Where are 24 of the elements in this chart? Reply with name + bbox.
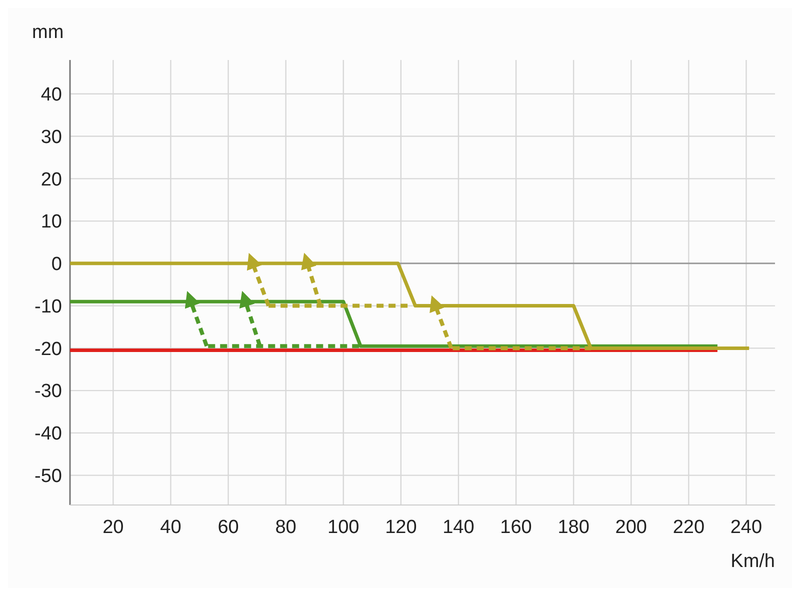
x-tick-label: 180 [558, 517, 590, 538]
y-tick-label: 20 [40, 169, 62, 190]
x-tick-label: 160 [500, 517, 532, 538]
x-axis-title: Km/h [730, 551, 775, 572]
y-tick-label: -40 [34, 424, 62, 445]
x-tick-label: 120 [385, 517, 417, 538]
x-tick-label: 80 [275, 517, 296, 538]
y-axis-title: mm [32, 22, 64, 43]
x-tick-label: 100 [328, 517, 360, 538]
y-tick-label: -50 [34, 466, 62, 487]
x-tick-label: 200 [615, 517, 647, 538]
x-tick-label: 20 [102, 517, 124, 538]
y-tick-label: -30 [34, 381, 62, 402]
y-tick-label: 30 [40, 126, 62, 148]
y-tick-label: 0 [51, 254, 62, 276]
x-tick-label: 220 [672, 517, 705, 538]
x-tick-label: 140 [442, 517, 474, 538]
y-tick-label: 40 [40, 84, 62, 106]
x-tick-label: 60 [218, 517, 239, 538]
y-tick-label: -10 [34, 296, 62, 318]
y-tick-label: -20 [34, 338, 62, 360]
x-tick-label: 40 [160, 517, 182, 538]
y-tick-label: 10 [40, 212, 62, 233]
x-tick-label: 240 [730, 517, 762, 538]
